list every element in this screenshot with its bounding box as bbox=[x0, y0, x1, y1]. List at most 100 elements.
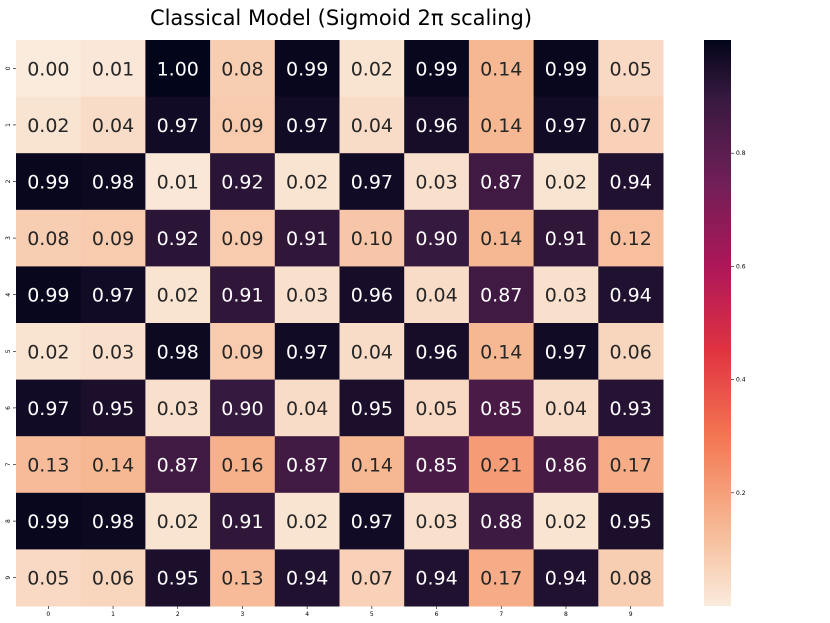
heatmap-cell-label: 0.09 bbox=[221, 115, 263, 137]
heatmap-cell bbox=[16, 209, 82, 267]
x-tick-label: 0 bbox=[46, 611, 50, 618]
heatmap-cell-label: 0.94 bbox=[545, 568, 587, 590]
y-tick-label: 1 bbox=[5, 123, 12, 127]
heatmap-cell-label: 0.10 bbox=[351, 228, 393, 250]
heatmap-cell bbox=[274, 323, 340, 381]
heatmap-cell bbox=[404, 379, 470, 437]
y-axis-ticks: 0 1 2 3 4 5 6 7 8 9 bbox=[5, 66, 16, 580]
heatmap-cell bbox=[16, 266, 82, 324]
heatmap-cell bbox=[16, 96, 82, 154]
x-tick-label: 2 bbox=[176, 611, 180, 618]
heatmap-cell-label: 0.98 bbox=[92, 172, 134, 194]
heatmap-cell-label: 0.14 bbox=[480, 58, 522, 80]
heatmap-cell bbox=[404, 209, 470, 267]
heatmap-cell bbox=[145, 323, 211, 381]
heatmap-cell bbox=[468, 492, 535, 550]
heatmap-cell-label: 0.04 bbox=[351, 341, 393, 363]
heatmap-cell-label: 0.97 bbox=[545, 115, 587, 137]
heatmap-cell-label: 0.87 bbox=[157, 455, 199, 477]
heatmap-cell bbox=[80, 379, 146, 437]
heatmap-cell bbox=[533, 96, 599, 154]
heatmap-cell-label: 0.94 bbox=[609, 172, 651, 194]
heatmap-cell-label: 0.17 bbox=[609, 455, 651, 477]
heatmap-cell-label: 0.00 bbox=[27, 58, 69, 80]
heatmap-cell-label: 0.96 bbox=[415, 341, 457, 363]
heatmap-cell bbox=[210, 549, 276, 607]
heatmap-cell-label: 0.97 bbox=[545, 341, 587, 363]
heatmap-cell bbox=[468, 266, 535, 324]
heatmap-cell-label: 0.87 bbox=[480, 285, 522, 307]
heatmap-cell bbox=[210, 209, 276, 267]
heatmap-cell bbox=[80, 492, 146, 550]
heatmap-cell-label: 0.17 bbox=[480, 568, 522, 590]
heatmap-cell bbox=[210, 492, 276, 550]
heatmap-cell-label: 0.99 bbox=[286, 58, 328, 80]
heatmap-cell bbox=[598, 96, 664, 154]
heatmap-cell bbox=[533, 153, 599, 211]
heatmap-cell-label: 0.02 bbox=[27, 341, 69, 363]
heatmap-cell-label: 0.04 bbox=[92, 115, 134, 137]
y-tick-label: 5 bbox=[5, 349, 12, 353]
heatmap-cell bbox=[468, 323, 535, 381]
chart-title: Classical Model (Sigmoid 2π scaling) bbox=[150, 6, 532, 30]
heatmap-cell bbox=[533, 40, 599, 98]
heatmap-cell bbox=[16, 492, 82, 550]
heatmap-cells bbox=[16, 40, 664, 607]
heatmap-cell-label: 0.05 bbox=[27, 568, 69, 590]
heatmap-cell-label: 0.02 bbox=[286, 511, 328, 533]
heatmap-cell-label: 0.95 bbox=[92, 398, 134, 420]
heatmap-cell-label: 0.04 bbox=[415, 285, 457, 307]
heatmap-cell bbox=[339, 96, 405, 154]
heatmap-cell bbox=[16, 153, 82, 211]
heatmap-cell bbox=[80, 96, 146, 154]
heatmap-cell bbox=[80, 323, 146, 381]
heatmap-cell-label: 0.06 bbox=[92, 568, 134, 590]
heatmap-cell bbox=[468, 40, 535, 98]
heatmap-cell-label: 0.99 bbox=[415, 58, 457, 80]
heatmap-cell bbox=[339, 153, 405, 211]
heatmap-cell-label: 0.14 bbox=[480, 341, 522, 363]
y-tick-label: 4 bbox=[5, 293, 12, 297]
heatmap-cell-label: 0.13 bbox=[221, 568, 263, 590]
heatmap-cell bbox=[145, 436, 211, 494]
heatmap-cell bbox=[145, 379, 211, 437]
heatmap-cell-label: 0.14 bbox=[480, 115, 522, 137]
colorbar bbox=[704, 40, 731, 606]
heatmap-cell-label: 0.88 bbox=[480, 511, 522, 533]
heatmap-cell-label: 0.92 bbox=[221, 172, 263, 194]
heatmap-cell-label: 0.14 bbox=[480, 228, 522, 250]
heatmap-cell-label: 0.05 bbox=[609, 58, 651, 80]
y-tick-label: 7 bbox=[5, 462, 12, 466]
heatmap-cell bbox=[339, 436, 405, 494]
x-axis-ticks: 0 1 2 3 4 5 6 7 8 9 bbox=[46, 606, 633, 618]
heatmap-cell bbox=[145, 549, 211, 607]
heatmap-cell bbox=[274, 549, 340, 607]
heatmap-cell bbox=[468, 153, 535, 211]
heatmap-cell-label: 0.97 bbox=[286, 341, 328, 363]
heatmap-cell bbox=[468, 96, 535, 154]
heatmap-cell-label: 0.95 bbox=[351, 398, 393, 420]
colorbar-tick-label: 0.8 bbox=[736, 150, 746, 157]
heatmap-cell-label: 0.90 bbox=[221, 398, 263, 420]
heatmap-cell bbox=[404, 266, 470, 324]
heatmap-cell-label: 0.97 bbox=[157, 115, 199, 137]
heatmap-cell-label: 0.04 bbox=[545, 398, 587, 420]
heatmap-cell bbox=[598, 209, 664, 267]
heatmap-cell bbox=[16, 436, 82, 494]
heatmap-cell-label: 0.13 bbox=[27, 455, 69, 477]
heatmap-cell-label: 0.02 bbox=[157, 285, 199, 307]
heatmap-cell bbox=[598, 492, 664, 550]
heatmap-cell bbox=[145, 96, 211, 154]
heatmap-cell bbox=[404, 323, 470, 381]
heatmap-cell-label: 0.09 bbox=[92, 228, 134, 250]
heatmap-cell-label: 0.14 bbox=[92, 455, 134, 477]
heatmap-cell bbox=[274, 40, 340, 98]
y-tick-label: 3 bbox=[5, 236, 12, 240]
heatmap-cell-label: 0.05 bbox=[415, 398, 457, 420]
colorbar-tick-label: 0.2 bbox=[736, 490, 746, 497]
heatmap-cell-label: 0.96 bbox=[351, 285, 393, 307]
heatmap-cell-label: 0.07 bbox=[609, 115, 651, 137]
heatmap-cell bbox=[598, 549, 664, 607]
heatmap-cell-label: 0.98 bbox=[92, 511, 134, 533]
heatmap-cell bbox=[533, 209, 599, 267]
